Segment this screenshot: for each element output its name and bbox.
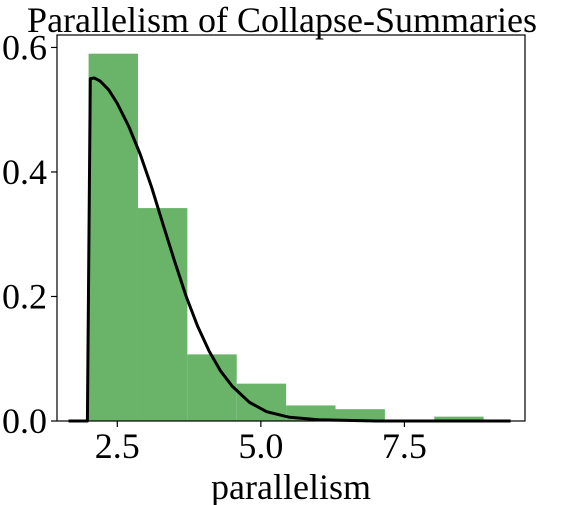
x-tick-label: 2.5 [95,426,140,466]
histogram-bar-1 [89,54,138,421]
histogram-bar-2 [138,208,187,421]
x-tick-label: 7.5 [382,426,427,466]
y-tick-label: 0.4 [2,152,47,192]
x-axis-ticks: 2.5 5.0 7.5 [95,421,427,466]
histogram-bars [89,54,484,421]
y-tick-label: 0.0 [2,401,47,441]
histogram-bar-3 [187,354,236,421]
x-tick-label: 5.0 [238,426,283,466]
x-axis-label: parallelism [211,467,371,505]
y-tick-label: 0.6 [2,27,47,67]
y-axis-ticks: 0.0 0.2 0.4 0.6 [2,27,57,441]
y-tick-label: 0.2 [2,276,47,316]
chart-title: Parallelism of Collapse-Summaries [27,0,537,40]
